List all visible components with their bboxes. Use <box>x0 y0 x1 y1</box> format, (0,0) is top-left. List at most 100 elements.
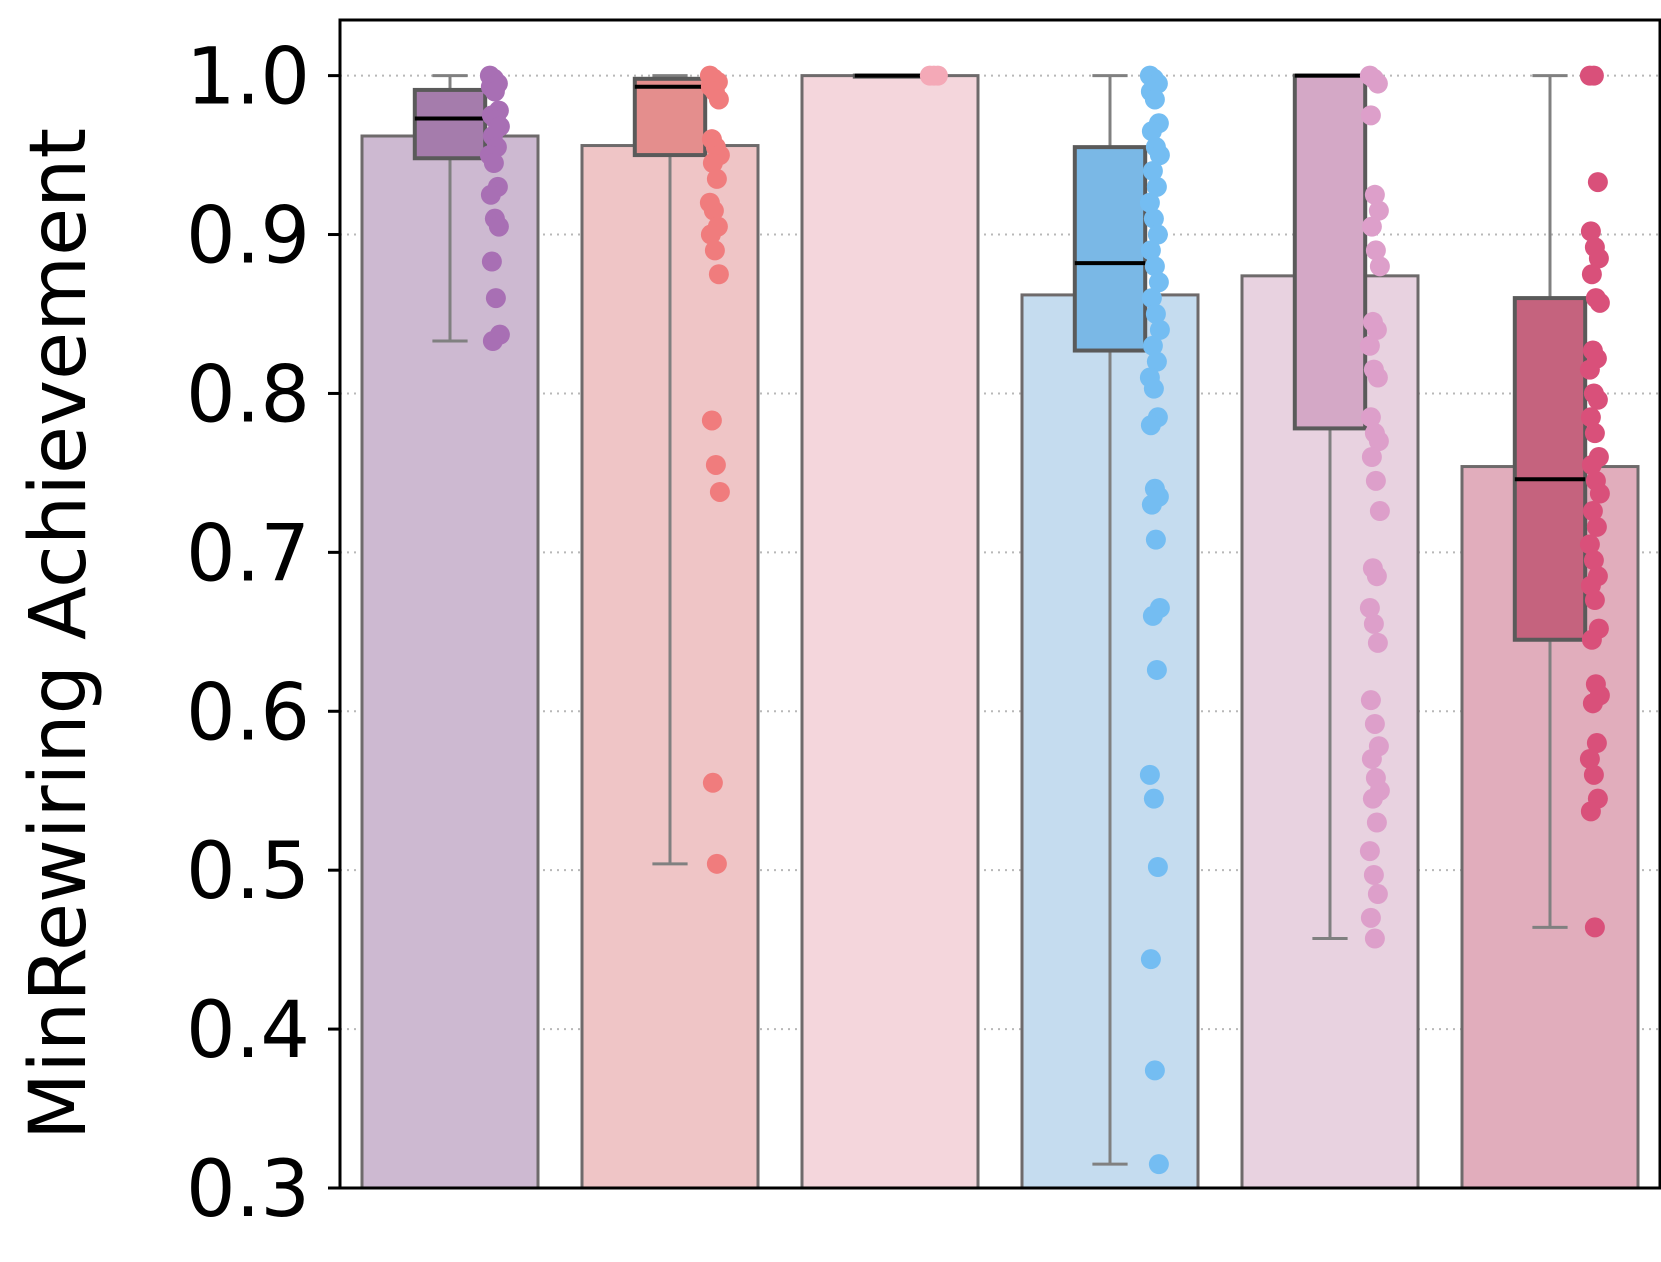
bars <box>360 74 1640 1190</box>
data-point <box>700 224 721 245</box>
data-point <box>480 184 501 205</box>
data-point <box>1140 949 1161 970</box>
data-point <box>1589 483 1610 504</box>
data-point <box>484 81 505 102</box>
data-point <box>1147 856 1168 877</box>
data-point <box>1366 812 1387 833</box>
data-point <box>1359 335 1380 356</box>
data-point <box>1361 447 1382 468</box>
data-point <box>701 410 722 431</box>
data-point <box>1149 319 1170 340</box>
data-point <box>1582 501 1603 522</box>
data-point <box>1579 534 1600 555</box>
data-point <box>1580 407 1601 428</box>
data-point <box>1363 864 1384 885</box>
data-point <box>709 481 730 502</box>
data-point <box>1584 423 1605 444</box>
data-point <box>1589 292 1610 313</box>
y-axis-ticks: 0.3 0.4 0.5 0.6 0.7 0.8 0.9 1.0 <box>186 33 340 1235</box>
data-point <box>1367 73 1388 94</box>
strip-points <box>479 65 1610 1175</box>
data-point <box>1361 216 1382 237</box>
data-point <box>485 288 506 309</box>
data-point <box>1586 733 1607 754</box>
data-point <box>488 216 509 237</box>
data-point <box>1581 454 1602 475</box>
data-point <box>1368 431 1389 452</box>
data-point <box>1140 240 1161 261</box>
data-point <box>1359 841 1380 862</box>
data-point <box>1364 713 1385 734</box>
data-point <box>1369 501 1390 522</box>
data-point <box>1149 145 1170 166</box>
data-point <box>1366 319 1387 340</box>
y-axis-label: MinRewiring Achievement <box>14 128 104 1140</box>
box-iqr <box>1512 296 1588 642</box>
box-iqr <box>1292 73 1368 431</box>
data-point <box>1362 788 1383 809</box>
data-point <box>1148 1154 1169 1175</box>
data-point <box>1583 550 1604 571</box>
data-point <box>1580 801 1601 822</box>
data-point <box>1142 160 1163 181</box>
data-point <box>1584 590 1605 611</box>
data-point <box>481 251 502 272</box>
y-tick-label: 0.5 <box>186 827 310 917</box>
data-point <box>927 65 948 86</box>
data-point <box>702 153 723 174</box>
data-point <box>1146 659 1167 680</box>
data-point <box>708 264 729 285</box>
data-point <box>1588 248 1609 269</box>
data-point <box>1143 208 1164 229</box>
data-point <box>1147 224 1168 245</box>
data-point <box>702 772 723 793</box>
data-point <box>1581 629 1602 650</box>
data-point <box>1583 65 1604 86</box>
box-iqr <box>412 87 488 161</box>
y-tick-label: 0.4 <box>186 986 310 1076</box>
data-point <box>1363 613 1384 634</box>
data-point <box>1142 605 1163 626</box>
data-point <box>706 168 727 189</box>
data-point <box>1367 632 1388 653</box>
data-point <box>1141 121 1162 142</box>
data-point <box>1359 597 1380 618</box>
box-iqr <box>632 76 708 158</box>
data-point <box>1361 748 1382 769</box>
y-tick-label: 0.9 <box>186 192 310 282</box>
y-tick-label: 0.7 <box>186 509 310 599</box>
data-point <box>1366 566 1387 587</box>
data-point <box>1368 200 1389 221</box>
data-point <box>1579 359 1600 380</box>
data-point <box>1141 494 1162 515</box>
data-point <box>1140 415 1161 436</box>
data-point <box>483 153 504 174</box>
data-point <box>1579 748 1600 769</box>
data-point <box>1360 105 1381 126</box>
data-point <box>1360 407 1381 428</box>
data-point <box>482 331 503 352</box>
data-point <box>1369 256 1390 277</box>
data-point <box>1146 351 1167 372</box>
data-point <box>1146 176 1167 197</box>
bar <box>800 74 980 1190</box>
y-tick-label: 0.6 <box>186 668 310 758</box>
data-point <box>1145 529 1166 550</box>
y-tick-label: 0.3 <box>186 1145 310 1235</box>
y-tick-label: 1.0 <box>186 33 310 123</box>
data-point <box>1360 690 1381 711</box>
data-point <box>1365 470 1386 491</box>
data-point <box>1144 1060 1165 1081</box>
data-point <box>1587 389 1608 410</box>
data-point <box>1145 303 1166 324</box>
data-point <box>706 853 727 874</box>
data-point <box>708 89 729 110</box>
data-point <box>1143 788 1164 809</box>
data-point <box>1365 240 1386 261</box>
data-point <box>1582 693 1603 714</box>
data-point <box>703 200 724 221</box>
plot-frame <box>338 18 1661 1190</box>
data-point <box>1367 367 1388 388</box>
